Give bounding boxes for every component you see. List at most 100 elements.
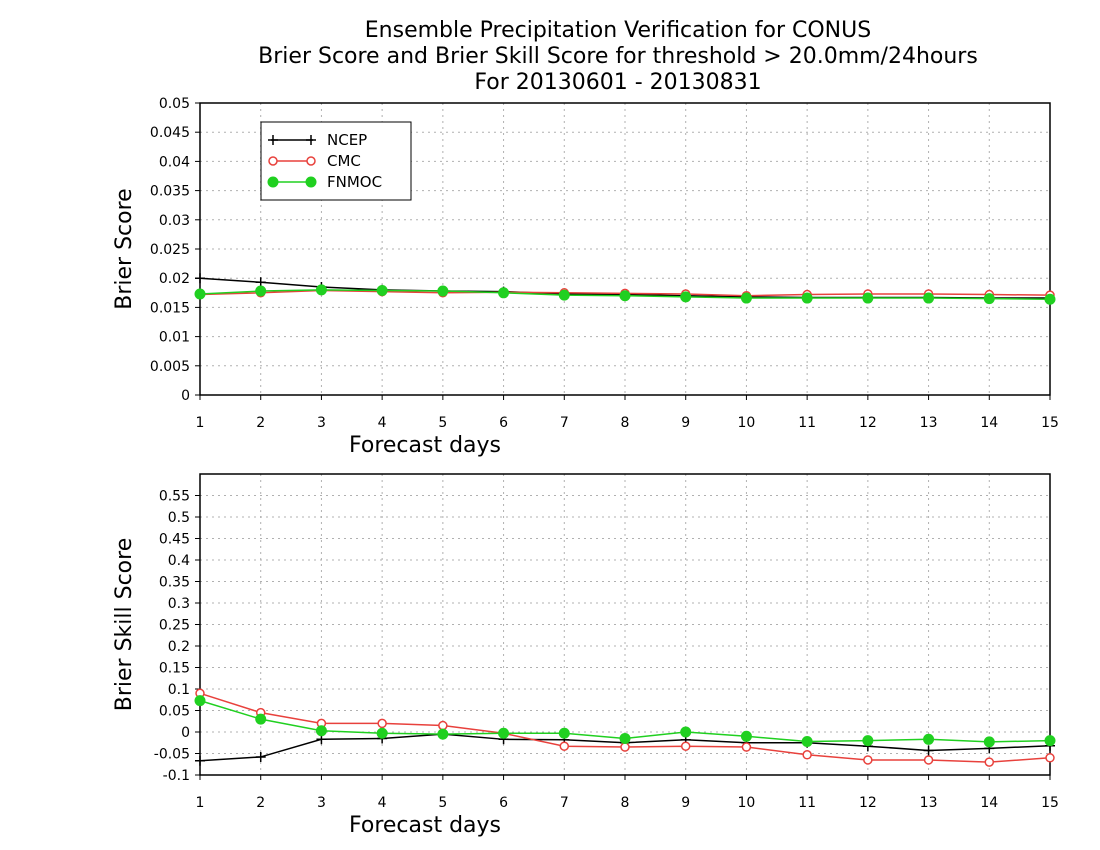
data-point-fnmoc <box>255 713 267 725</box>
y-tick-label: 0.05 <box>159 704 190 720</box>
legend-marker <box>306 135 316 145</box>
figure-title-line-3: For 20130601 - 20130831 <box>474 70 762 95</box>
data-point-ncep <box>195 755 205 766</box>
x-tick-label: 15 <box>1041 415 1059 431</box>
legend-item-ncep: NCEP <box>268 131 367 149</box>
data-point-fnmoc <box>558 289 570 301</box>
y-tick-label: 0.02 <box>159 271 190 287</box>
data-point-fnmoc <box>983 736 995 748</box>
y-tick-label: 0.1 <box>168 682 190 698</box>
series-cmc <box>195 688 1055 767</box>
y-tick-label: 0.005 <box>150 359 190 375</box>
x-axis-label: Forecast days <box>349 433 501 458</box>
chart-panel-2: -0.1 -0.05 0 0.05 0.1 0.15 0.2 0.25 0.3 0.35 0.4 0.… <box>112 473 1059 838</box>
plot-frame <box>199 473 1051 776</box>
data-point-cmc <box>559 741 570 751</box>
x-tick-label: 2 <box>256 415 265 431</box>
legend-item-fnmoc: FNMOC <box>267 173 382 191</box>
y-tick-label: 0.25 <box>159 618 190 634</box>
data-point-fnmoc <box>315 725 327 737</box>
data-point-fnmoc <box>923 733 935 745</box>
y-tick-label: 0.035 <box>150 184 190 200</box>
data-point-fnmoc <box>376 727 388 739</box>
y-tick-label: 0 <box>181 388 190 404</box>
y-tick-label: 0.025 <box>150 242 190 258</box>
data-point-cmc <box>438 720 448 731</box>
data-point-fnmoc <box>315 284 327 296</box>
legend-marker <box>268 156 278 166</box>
legend-label: CMC <box>327 152 361 170</box>
legend-item-cmc: CMC <box>268 152 361 170</box>
y-tick-label: -0.05 <box>154 747 190 763</box>
data-point-fnmoc <box>983 293 995 305</box>
data-point-fnmoc <box>1044 293 1056 305</box>
figure-title-line-1: Ensemble Precipitation Verification for … <box>364 18 872 43</box>
data-point-cmc <box>863 755 873 765</box>
x-tick-label: 2 <box>256 795 265 811</box>
y-tick-label: 0 <box>181 725 190 741</box>
x-tick-label: 5 <box>438 415 447 431</box>
data-point-cmc <box>741 742 752 752</box>
x-tick-label: 11 <box>798 795 816 811</box>
data-point-fnmoc <box>437 285 449 297</box>
data-point-ncep <box>195 273 205 284</box>
data-point-cmc <box>802 750 812 760</box>
data-point-fnmoc <box>194 288 206 300</box>
x-tick-label: 14 <box>980 795 998 811</box>
data-point-cmc <box>1045 753 1055 763</box>
x-tick-label: 10 <box>738 415 756 431</box>
x-tick-label: 5 <box>438 795 447 811</box>
x-tick-label: 10 <box>738 795 756 811</box>
x-tick-label: 1 <box>196 415 205 431</box>
x-tick-label: 15 <box>1041 795 1059 811</box>
data-point-fnmoc <box>801 292 813 304</box>
x-tick-label: 12 <box>859 415 877 431</box>
y-tick-label: 0.3 <box>168 596 190 612</box>
data-point-fnmoc <box>801 735 813 747</box>
x-tick-label: 3 <box>317 415 326 431</box>
y-tick-label: 0.045 <box>150 125 190 141</box>
data-point-fnmoc <box>680 291 692 303</box>
chart-panel-1: 0 0.005 0.01 0.015 0.02 0.025 0.03 0.035 0.04 0.0… <box>112 96 1059 458</box>
legend-marker <box>305 176 317 188</box>
y-axis-label: Brier Skill Score <box>112 538 137 711</box>
data-point-fnmoc <box>1044 735 1056 747</box>
data-point-fnmoc <box>498 727 510 739</box>
legend-marker <box>268 135 278 145</box>
x-tick-label: 7 <box>560 415 569 431</box>
data-point-fnmoc <box>680 726 692 738</box>
figure-title-line-2: Brier Score and Brier Skill Score for th… <box>258 44 978 69</box>
y-tick-label: 0.15 <box>159 661 190 677</box>
y-tick-label: 0.05 <box>159 96 190 112</box>
data-point-fnmoc <box>194 695 206 707</box>
x-tick-label: 4 <box>378 795 387 811</box>
x-tick-label: 14 <box>980 415 998 431</box>
plot-frame <box>199 102 1051 396</box>
x-tick-label: 8 <box>621 795 630 811</box>
data-point-fnmoc <box>619 290 631 302</box>
x-tick-label: 4 <box>378 415 387 431</box>
data-point-fnmoc <box>862 292 874 304</box>
y-tick-label: -0.1 <box>163 768 190 784</box>
x-tick-label: 9 <box>681 795 690 811</box>
y-tick-label: 0.5 <box>168 510 190 526</box>
x-tick-label: 7 <box>560 795 569 811</box>
x-tick-label: 6 <box>499 795 508 811</box>
data-point-fnmoc <box>923 292 935 304</box>
y-axis-label: Brier Score <box>112 188 137 309</box>
data-point-cmc <box>620 742 630 752</box>
x-tick-label: 8 <box>621 415 630 431</box>
x-tick-label: 11 <box>798 415 816 431</box>
x-tick-label: 12 <box>859 795 877 811</box>
data-point-fnmoc <box>376 284 388 296</box>
data-point-fnmoc <box>862 735 874 747</box>
series-fnmoc <box>194 695 1056 748</box>
x-axis-label: Forecast days <box>349 813 501 838</box>
x-tick-label: 6 <box>499 415 508 431</box>
y-tick-label: 0.03 <box>159 213 190 229</box>
data-point-fnmoc <box>740 292 752 304</box>
x-tick-label: 3 <box>317 795 326 811</box>
data-point-cmc <box>680 741 691 751</box>
data-point-fnmoc <box>619 732 631 744</box>
